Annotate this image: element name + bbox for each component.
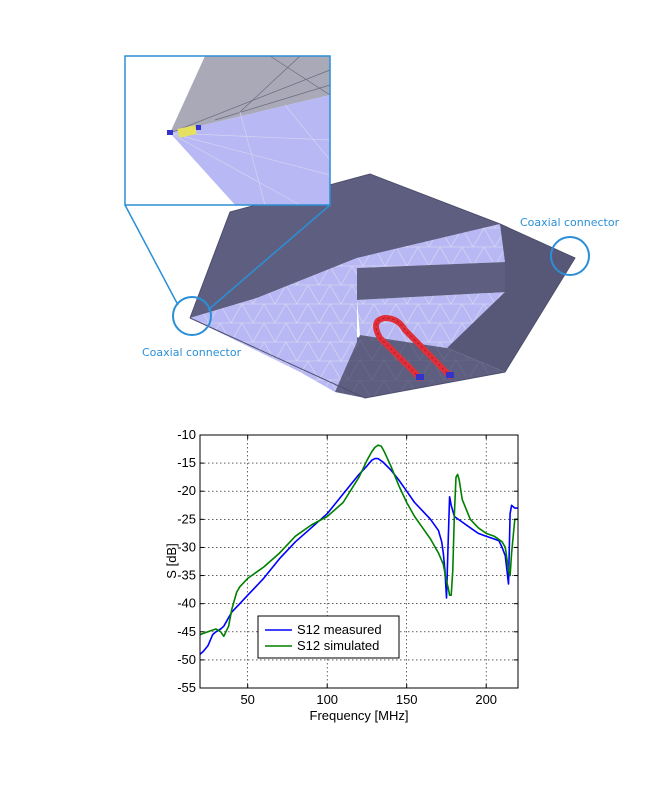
legend-label-simulated: S12 simulated	[297, 638, 379, 653]
ticks: 50 100 150 200 -10 -15 -20 -25 -30 -35 -40 -45 -50 -5…	[177, 427, 518, 707]
series-layer	[200, 444, 518, 655]
cavity-model: Coaxial connector Coaxial connector	[124, 55, 620, 399]
y-tick-label: -30	[177, 539, 196, 554]
series-line-measured	[200, 457, 518, 655]
connector-label-left: Coaxial connector	[142, 346, 242, 359]
probe-loop	[373, 314, 454, 381]
connector-label-right: Coaxial connector	[520, 216, 620, 229]
x-tick-label: 100	[316, 692, 338, 707]
s12-chart: 50 100 150 200 -10 -15 -20 -25 -30 -35 -40 -45 -50 -5…	[164, 427, 519, 723]
model-inner-face-lower	[357, 292, 505, 348]
y-tick-label: -25	[177, 511, 196, 526]
x-axis-label: Frequency [MHz]	[310, 708, 409, 723]
y-axis-label: S [dB]	[164, 543, 179, 578]
connector-ring-right	[550, 236, 590, 276]
y-tick-label: -10	[177, 427, 196, 442]
model-inner-face-back	[357, 224, 505, 268]
y-tick-label: -20	[177, 483, 196, 498]
x-tick-label: 150	[396, 692, 418, 707]
y-tick-label: -45	[177, 624, 196, 639]
x-tick-label: 50	[240, 692, 254, 707]
zoom-inset	[124, 55, 331, 311]
y-tick-label: -55	[177, 680, 196, 695]
legend: S12 measured S12 simulated	[257, 615, 400, 659]
model-floor	[335, 335, 505, 398]
legend-label-measured: S12 measured	[297, 622, 382, 637]
model-face-top	[190, 174, 500, 318]
series-line-simulated	[200, 444, 518, 638]
plot-frame	[199, 434, 519, 689]
y-tick-label: -35	[177, 568, 196, 583]
model-face-right	[357, 224, 575, 372]
model-shelf	[357, 262, 505, 300]
legend-box	[257, 615, 400, 659]
connector-ring-left	[172, 296, 212, 336]
model-inner-face-left	[190, 258, 357, 392]
y-tick-label: -15	[177, 455, 196, 470]
x-tick-label: 200	[475, 692, 497, 707]
y-tick-label: -40	[177, 596, 196, 611]
y-tick-label: -50	[177, 652, 196, 667]
